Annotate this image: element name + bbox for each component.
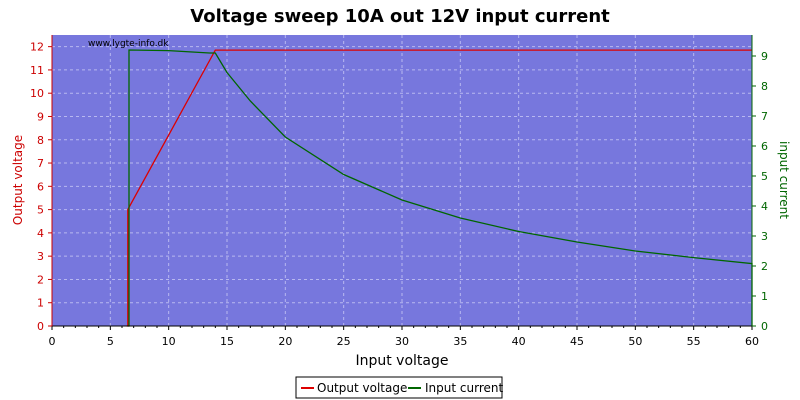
x-tick-label: 60 bbox=[745, 335, 759, 348]
x-tick-label: 10 bbox=[162, 335, 176, 348]
legend-box bbox=[295, 376, 503, 399]
y-left-tick-label: 3 bbox=[37, 250, 44, 263]
y-right-tick-label: 5 bbox=[761, 170, 768, 183]
x-tick-label: 25 bbox=[337, 335, 351, 348]
series-layer bbox=[126, 49, 753, 327]
y-left-tick-label: 2 bbox=[37, 273, 44, 286]
y-left-tick-label: 7 bbox=[37, 157, 44, 170]
legend: Output voltage Input current bbox=[295, 376, 503, 399]
y-left-tick-label: 11 bbox=[30, 64, 44, 77]
x-tick-label: 55 bbox=[687, 335, 701, 348]
y-left-tick-label: 0 bbox=[37, 320, 44, 333]
x-tick-label: 15 bbox=[220, 335, 234, 348]
series-line-output-voltage bbox=[126, 49, 752, 327]
x-axis-title: Input voltage bbox=[355, 353, 448, 369]
y-left-tick-label: 5 bbox=[37, 204, 44, 217]
grid-lines bbox=[52, 35, 753, 326]
y-right-tick-label: 4 bbox=[761, 200, 768, 213]
x-tick-label: 50 bbox=[628, 335, 642, 348]
legend-label-input-current: Input current bbox=[425, 381, 503, 395]
y-right-tick-label: 9 bbox=[761, 50, 768, 63]
left-axis-title: Output voltage bbox=[11, 135, 25, 225]
x-tick-label: 20 bbox=[278, 335, 292, 348]
series-line-input-current bbox=[127, 49, 753, 327]
x-tick-label: 45 bbox=[570, 335, 584, 348]
x-tick-label: 5 bbox=[107, 335, 114, 348]
y-right-tick-label: 7 bbox=[761, 110, 768, 123]
y-left-tick-label: 12 bbox=[30, 41, 44, 54]
y-left-tick-label: 9 bbox=[37, 110, 44, 123]
legend-label-output-voltage: Output voltage bbox=[317, 381, 407, 395]
y-right-tick-label: 2 bbox=[761, 260, 768, 273]
y-right-tick-label: 6 bbox=[761, 140, 768, 153]
y-left-tick-label: 6 bbox=[37, 180, 44, 193]
y-left-tick-label: 8 bbox=[37, 134, 44, 147]
x-tick-label: 30 bbox=[395, 335, 409, 348]
x-tick-label: 40 bbox=[512, 335, 526, 348]
y-right-tick-label: 3 bbox=[761, 230, 768, 243]
x-tick-label: 0 bbox=[49, 335, 56, 348]
y-left-tick-label: 1 bbox=[37, 297, 44, 310]
y-left-tick-label: 10 bbox=[30, 87, 44, 100]
y-left-tick-label: 4 bbox=[37, 227, 44, 240]
chart-title: Voltage sweep 10A out 12V input current bbox=[190, 6, 610, 27]
y-right-tick-label: 1 bbox=[761, 290, 768, 303]
y-right-tick-label: 8 bbox=[761, 80, 768, 93]
watermark-text: www.lygte-info.dk bbox=[88, 39, 169, 49]
x-tick-label: 35 bbox=[453, 335, 467, 348]
axes: 0 5 10 15 20 25 30 35 40 45 50 55 600123456789101112… bbox=[30, 35, 768, 348]
right-axis-title: input current bbox=[777, 141, 791, 219]
y-right-tick-label: 0 bbox=[761, 320, 768, 333]
